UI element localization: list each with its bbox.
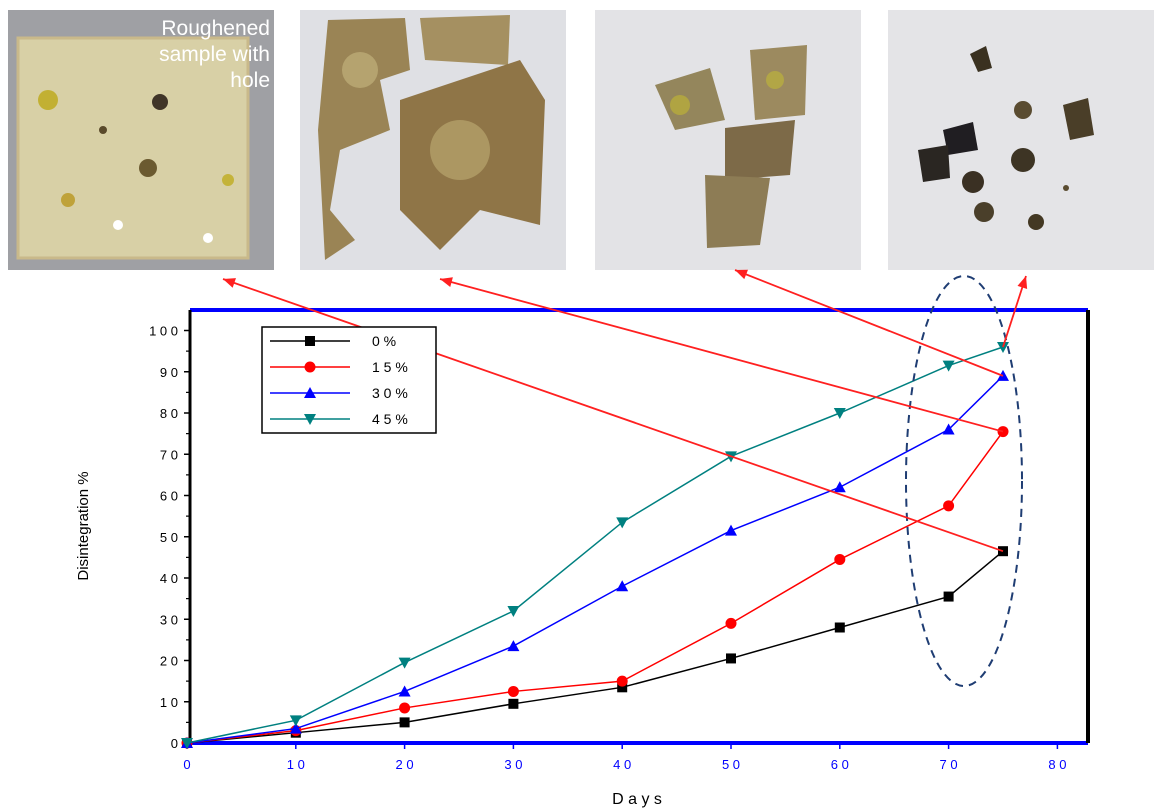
data-point-3 (181, 738, 193, 749)
data-point-3 (398, 657, 411, 669)
legend-box (261, 326, 437, 434)
y-tick-label: 1 0 (160, 695, 178, 710)
arrow-0-percent (222, 278, 1004, 553)
arrow-0-percent-head (223, 278, 236, 288)
data-point-2 (942, 423, 955, 435)
x-tick-label: 4 0 (613, 757, 631, 772)
data-point-3 (997, 342, 1009, 353)
x-tick-label: 5 0 (722, 757, 740, 772)
data-point-2 (289, 722, 302, 734)
photo-45-percent-sample (888, 10, 1154, 270)
data-point-1 (616, 675, 628, 687)
legend-label: 1 5 % (372, 359, 408, 375)
x-tick-label: 6 0 (831, 757, 849, 772)
data-point-1 (725, 617, 737, 629)
series-line-0 (186, 550, 1004, 744)
y-tick-label: 9 0 (160, 365, 178, 380)
data-point-1 (834, 553, 846, 565)
x-tick-label: 0 (183, 757, 190, 772)
x-tick-label: 3 0 (504, 757, 522, 772)
y-tick-label: 5 0 (160, 530, 178, 545)
data-point-0 (834, 622, 845, 633)
data-point-1 (943, 500, 955, 512)
data-point-0 (508, 698, 519, 709)
data-point-3 (616, 517, 629, 529)
y-tick-label: 7 0 (160, 447, 178, 462)
data-point-0 (399, 717, 410, 728)
data-point-1 (399, 702, 411, 714)
arrow-45-percent-head (1017, 276, 1028, 289)
photo-45-percent-image (888, 10, 1154, 270)
data-point-0 (943, 591, 954, 602)
data-point-3 (289, 715, 302, 727)
y-tick-label: 3 0 (160, 612, 178, 627)
arrow-15-percent (439, 278, 1004, 433)
data-point-2 (398, 685, 411, 697)
legend-marker (304, 414, 316, 425)
y-tick-label: 0 (171, 736, 178, 751)
y-tick-label: 8 0 (160, 406, 178, 421)
photo-roughened-sample: Roughened sample with hole (8, 10, 274, 270)
photo-15-percent-image (300, 10, 566, 270)
data-point-2 (833, 481, 846, 493)
photo-roughened-sample-image (8, 10, 274, 270)
y-tick-label: 2 0 (160, 654, 178, 669)
photo-30-percent-sample (595, 10, 861, 270)
data-point-1 (507, 685, 519, 697)
x-tick-label: 2 0 (396, 757, 414, 772)
legend-marker (304, 361, 316, 373)
x-tick-label: 8 0 (1048, 757, 1066, 772)
highlight-ellipse (905, 275, 1023, 687)
y-tick-label: 1 0 0 (149, 324, 178, 339)
photo-caption: Roughened sample with hole (159, 17, 270, 92)
legend-marker (304, 387, 316, 398)
legend-label: 0 % (372, 333, 396, 349)
data-point-0 (617, 682, 628, 693)
data-point-0 (726, 653, 736, 664)
data-point-2 (725, 524, 737, 536)
data-point-2 (616, 580, 629, 592)
y-axis-title: Disintegration % (75, 471, 92, 580)
legend-marker (305, 336, 315, 346)
arrow-15-percent-head (440, 277, 453, 288)
data-point-3 (507, 606, 520, 617)
arrow-30-percent-head (735, 269, 748, 280)
x-tick-label: 7 0 (940, 757, 958, 772)
arrow-30-percent (734, 269, 1004, 377)
data-point-3 (942, 360, 955, 372)
x-tick-label: 1 0 (287, 757, 305, 772)
x-axis-title: D a y s (612, 791, 662, 808)
data-point-2 (507, 640, 520, 652)
legend-label: 4 5 % (372, 411, 408, 427)
photo-15-percent-sample (300, 10, 566, 270)
arrow-45-percent (1002, 275, 1027, 348)
y-tick-label: 4 0 (160, 571, 178, 586)
series-line-1 (186, 431, 1004, 744)
photo-30-percent-image (595, 10, 861, 270)
data-point-3 (833, 408, 846, 419)
legend-label: 3 0 % (372, 385, 408, 401)
y-tick-label: 6 0 (160, 489, 178, 504)
